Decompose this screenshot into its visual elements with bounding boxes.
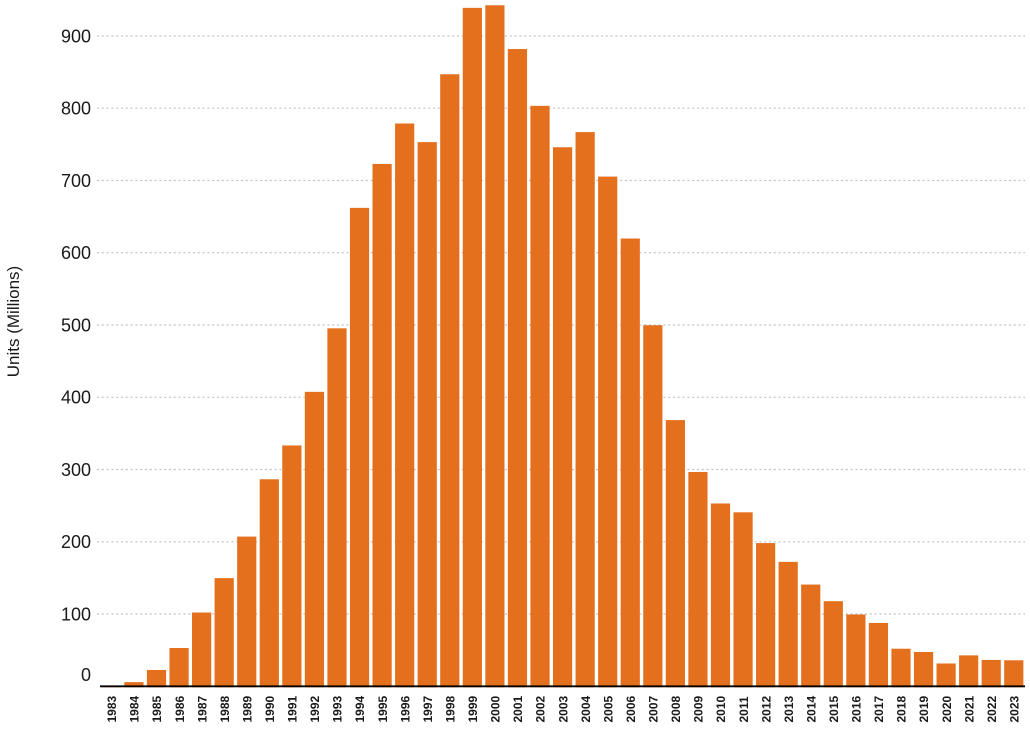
svg-text:Units (Millions): Units (Millions) — [4, 266, 23, 377]
svg-text:1996: 1996 — [398, 695, 412, 722]
svg-text:900: 900 — [61, 26, 91, 46]
svg-text:400: 400 — [61, 388, 91, 408]
svg-text:2016: 2016 — [850, 695, 864, 722]
svg-text:2010: 2010 — [714, 695, 728, 722]
svg-text:1990: 1990 — [263, 695, 277, 722]
svg-text:1994: 1994 — [353, 695, 367, 722]
svg-text:2002: 2002 — [534, 695, 548, 722]
svg-text:2018: 2018 — [895, 695, 909, 722]
svg-text:2015: 2015 — [827, 695, 841, 722]
svg-text:2014: 2014 — [804, 695, 818, 722]
svg-text:500: 500 — [61, 315, 91, 335]
svg-text:1995: 1995 — [376, 695, 390, 722]
svg-text:1986: 1986 — [173, 695, 187, 722]
svg-text:2009: 2009 — [692, 695, 706, 722]
svg-text:2006: 2006 — [624, 695, 638, 722]
svg-text:1987: 1987 — [195, 695, 209, 722]
svg-text:2011: 2011 — [737, 696, 751, 722]
svg-text:1998: 1998 — [443, 695, 457, 722]
svg-text:2000: 2000 — [489, 695, 503, 722]
svg-text:2003: 2003 — [556, 695, 570, 722]
svg-text:2021: 2021 — [962, 695, 976, 722]
svg-text:1991: 1991 — [286, 695, 300, 722]
svg-text:600: 600 — [61, 243, 91, 263]
svg-text:1989: 1989 — [240, 695, 254, 722]
svg-text:2013: 2013 — [782, 695, 796, 722]
svg-text:800: 800 — [61, 99, 91, 119]
svg-text:1984: 1984 — [128, 695, 142, 722]
svg-text:1992: 1992 — [308, 695, 322, 722]
svg-text:300: 300 — [61, 460, 91, 480]
svg-text:100: 100 — [61, 604, 91, 624]
svg-text:2022: 2022 — [985, 695, 999, 722]
svg-text:1997: 1997 — [421, 695, 435, 722]
svg-text:1985: 1985 — [150, 695, 164, 722]
svg-text:2017: 2017 — [872, 695, 886, 722]
svg-text:2007: 2007 — [647, 695, 661, 722]
svg-text:0: 0 — [81, 665, 91, 685]
svg-text:2019: 2019 — [917, 695, 931, 722]
svg-text:1983: 1983 — [105, 695, 119, 722]
svg-text:2020: 2020 — [940, 695, 954, 722]
svg-text:2001: 2001 — [511, 695, 525, 722]
svg-text:2023: 2023 — [1007, 695, 1021, 722]
svg-text:2008: 2008 — [669, 695, 683, 722]
svg-text:1993: 1993 — [331, 695, 345, 722]
svg-text:2012: 2012 — [759, 695, 773, 722]
svg-text:700: 700 — [61, 171, 91, 191]
svg-text:2004: 2004 — [579, 695, 593, 722]
svg-text:1999: 1999 — [466, 695, 480, 722]
svg-text:200: 200 — [61, 532, 91, 552]
svg-text:2005: 2005 — [601, 695, 615, 722]
svg-text:1988: 1988 — [218, 695, 232, 722]
